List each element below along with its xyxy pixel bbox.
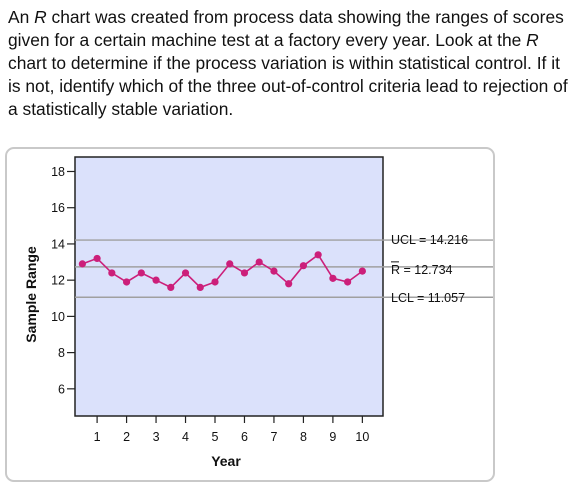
y-axis-title: Sample Range [23,246,39,343]
data-point [196,283,204,292]
data-point [329,274,337,282]
data-point [93,254,101,263]
x-tick-label: 1 [94,430,101,444]
data-point [152,276,160,284]
data-point [226,260,234,268]
x-tick-label: 4 [182,430,189,444]
data-point [314,251,322,259]
data-point [122,278,131,286]
chart-panel: 6 8 10 12 14 16 18 1 2 3 4 5 6 7 8 9 10 Year Sample Range U… [5,147,495,482]
data-point [167,283,175,292]
x-tick-label: 8 [300,430,307,444]
data-point [270,267,278,275]
limit-label-cl: R = 12.734 [391,263,453,277]
data-point [344,278,352,286]
x-tick-label: 7 [270,430,277,444]
x-tick-label: 10 [355,430,369,444]
data-point [255,258,263,266]
limit-label-ucl: UCL = 14.216 [391,233,468,247]
r-symbol: R [34,7,47,27]
y-tick-label: 10 [51,310,65,324]
data-point [358,267,366,275]
x-tick-label: 9 [329,430,336,444]
x-tick-label: 5 [212,430,219,444]
data-point [285,280,293,288]
data-point [211,278,219,286]
limit-label-lcl: LCL = 11.057 [391,291,465,305]
data-point [137,269,145,277]
data-point [78,260,86,268]
data-point [240,269,249,277]
y-tick-label: 16 [51,201,65,215]
x-tick-label: 6 [241,430,248,444]
y-tick-label: 8 [58,346,65,360]
r-symbol: R [526,30,539,50]
data-point [299,262,308,270]
data-point [108,269,116,277]
y-tick-label: 6 [58,382,65,396]
plot-area [74,156,384,417]
y-tick-label: 14 [51,237,65,251]
x-axis-title: Year [211,453,241,469]
question-text: An R chart was created from process data… [8,7,568,119]
y-tick-label: 18 [51,165,65,179]
data-point [181,269,190,277]
x-tick-label: 2 [123,430,130,444]
y-tick-label: 12 [51,274,65,288]
x-tick-label: 3 [153,430,160,444]
